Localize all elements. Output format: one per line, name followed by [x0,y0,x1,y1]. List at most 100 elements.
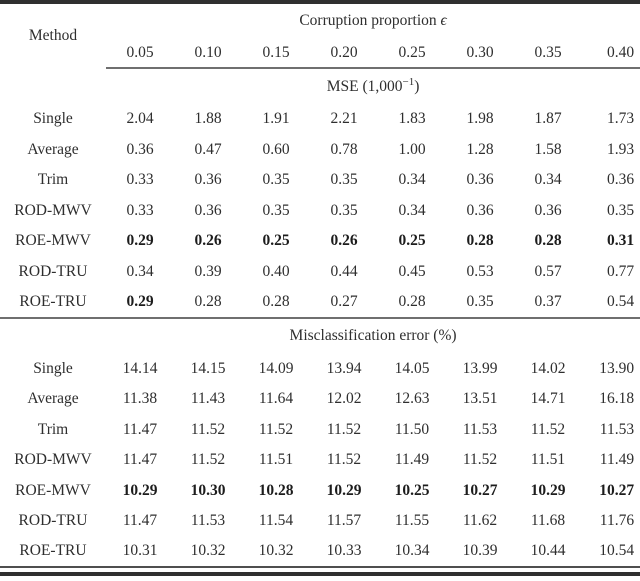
value-cell: 0.57 [534,262,562,280]
value-cell: 10.30 [190,481,226,499]
value-cell: 14.05 [394,359,430,377]
value-cell: 11.49 [599,451,635,469]
value-cell: 0.34 [398,171,426,189]
misclassification-title-prefix: Misclassification error (%) [289,327,457,344]
method-cell: ROD-MWV [14,451,92,469]
mse-title-suffix: ) [414,77,420,95]
value-cell: 0.35 [466,292,494,310]
value-cell: 0.37 [534,292,562,310]
results-table: Method Corruption proportion ϵ 0.05 0.10… [0,4,640,568]
empty-cell [0,316,106,354]
value-cell: 10.25 [394,481,430,499]
value-cell: 0.31 [606,232,635,250]
value-cell: 1.58 [534,140,562,158]
value-cell: 10.29 [530,481,566,499]
value-cell: 10.29 [122,481,158,499]
table-row: ROD-MWV 11.47 11.52 11.51 11.52 11.49 11… [0,445,640,476]
table-row: Single 2.04 1.88 1.91 2.21 1.83 1.98 1.8… [0,104,640,135]
value-cell: 1.91 [262,110,290,128]
header-row-epsilon-values: 0.05 0.10 0.15 0.20 0.25 0.30 0.35 0.40 [0,38,640,69]
value-cell: 11.57 [326,512,362,530]
value-cell: 1.83 [398,110,426,128]
value-cell: 0.47 [194,140,222,158]
value-cell: 14.14 [122,359,158,377]
epsilon-tick: 0.10 [174,38,242,69]
value-cell: 10.54 [582,536,640,568]
value-cell: 10.31 [106,536,174,568]
value-cell: 11.47 [122,420,158,438]
value-cell: 0.28 [466,232,494,250]
bottom-rule-gap [0,568,640,572]
value-cell: 11.47 [122,451,158,469]
value-cell: 11.52 [326,420,362,438]
value-cell: 1.28 [466,140,494,158]
value-cell: 0.77 [606,262,635,280]
value-cell: 0.34 [534,171,562,189]
value-cell: 0.36 [126,140,154,158]
value-cell: 12.63 [394,390,430,408]
value-cell: 11.50 [394,420,430,438]
epsilon-tick: 0.15 [242,38,310,69]
value-cell: 10.32 [242,536,310,568]
value-cell: 14.15 [190,359,226,377]
value-cell: 11.53 [190,512,226,530]
value-cell: 11.52 [462,451,498,469]
value-cell: 10.39 [446,536,514,568]
method-cell: Trim [37,171,69,189]
value-cell: 0.29 [126,292,154,310]
method-cell: ROE-MWV [15,481,91,499]
value-cell: 11.52 [326,451,362,469]
value-cell: 0.33 [126,201,154,219]
method-cell: Trim [37,420,69,438]
value-cell: 11.53 [599,420,635,438]
epsilon-tick: 0.40 [582,38,640,69]
epsilon-tick: 0.05 [106,38,174,69]
value-cell: 0.35 [606,201,635,219]
value-cell: 11.52 [258,420,294,438]
value-cell: 11.76 [599,512,635,530]
table-header: Method Corruption proportion ϵ 0.05 0.10… [0,4,640,69]
header-row-corruption: Method Corruption proportion ϵ [0,4,640,44]
value-cell: 13.90 [599,359,635,377]
value-cell: 0.34 [398,201,426,219]
value-cell: 0.29 [126,232,154,250]
value-cell: 10.28 [258,481,294,499]
table-row: Trim 11.47 11.52 11.52 11.52 11.50 11.53… [0,415,640,446]
value-cell: 11.52 [190,451,226,469]
table-row: ROE-TRU 10.31 10.32 10.32 10.33 10.34 10… [0,536,640,568]
section-title-row: Misclassification error (%) [0,316,640,354]
mse-title-superscript: −1 [402,75,415,88]
value-cell: 0.53 [466,262,494,280]
method-cell: ROD-TRU [18,262,88,280]
table-bottom-rule [0,572,640,576]
value-cell: 11.52 [530,420,566,438]
table-row-best-method: ROE-MWV 10.29 10.30 10.28 10.29 10.25 10… [0,476,640,507]
method-cell: ROD-MWV [14,201,92,219]
method-cell: Single [33,359,73,377]
empty-cell [0,68,106,104]
value-cell: 10.29 [326,481,362,499]
value-cell: 11.53 [462,420,498,438]
value-cell: 13.51 [462,390,498,408]
value-cell: 0.26 [194,232,222,250]
table-row: ROE-TRU 0.29 0.28 0.28 0.27 0.28 0.35 0.… [0,287,640,318]
value-cell: 10.33 [310,536,378,568]
value-cell: 1.73 [606,110,635,128]
table-row: Single 14.14 14.15 14.09 13.94 14.05 13.… [0,354,640,385]
value-cell: 10.27 [599,481,635,499]
table-row: ROD-TRU 0.34 0.39 0.40 0.44 0.45 0.53 0.… [0,257,640,288]
table-top-rule [0,0,640,4]
value-cell: 0.34 [126,262,154,280]
value-cell: 1.87 [534,110,562,128]
epsilon-tick: 0.30 [446,38,514,69]
value-cell: 0.36 [194,171,222,189]
mse-title-prefix: MSE (1,000 [326,77,403,95]
method-cell: ROE-TRU [19,292,87,310]
value-cell: 11.49 [394,451,430,469]
epsilon-tick: 0.35 [514,38,582,69]
value-cell: 11.43 [190,390,226,408]
value-cell: 0.36 [466,171,494,189]
value-cell: 14.71 [530,390,566,408]
value-cell: 0.27 [330,292,358,310]
epsilon-symbol: ϵ [440,12,447,29]
